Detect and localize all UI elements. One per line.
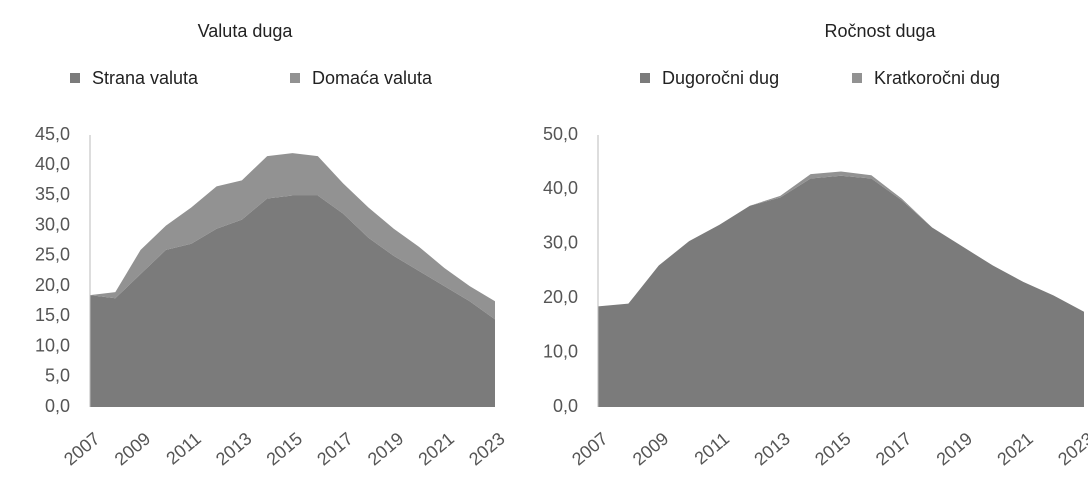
y-tick-label: 0,0 <box>553 396 578 416</box>
y-tick-label: 50,0 <box>543 124 578 144</box>
y-tick-label: 40,0 <box>35 154 70 174</box>
x-tick-label: 2017 <box>872 428 916 469</box>
x-tick-label: 2013 <box>750 428 794 469</box>
y-tick-label: 0,0 <box>45 396 70 416</box>
legend-swatch <box>852 73 862 83</box>
legend-label: Dugoročni dug <box>662 68 779 88</box>
legend-swatch <box>640 73 650 83</box>
x-tick-label: 2023 <box>1054 428 1088 469</box>
area <box>598 175 1084 407</box>
legend-swatch <box>70 73 80 83</box>
x-tick-label: 2009 <box>111 428 155 469</box>
area <box>90 153 495 320</box>
y-tick-label: 20,0 <box>35 275 70 295</box>
legend-label: Strana valuta <box>92 68 199 88</box>
x-tick-label: 2015 <box>263 428 307 469</box>
x-tick-label: 2007 <box>60 428 104 469</box>
y-tick-label: 20,0 <box>543 287 578 307</box>
x-tick-label: 2021 <box>414 428 458 469</box>
y-tick-label: 10,0 <box>35 335 70 355</box>
x-tick-label: 2017 <box>313 428 357 469</box>
x-tick-label: 2013 <box>212 428 256 469</box>
x-tick-label: 2015 <box>811 428 855 469</box>
legend-label: Kratkoročni dug <box>874 68 1000 88</box>
y-tick-label: 5,0 <box>45 366 70 386</box>
x-tick-label: 2009 <box>629 428 673 469</box>
y-tick-label: 30,0 <box>35 214 70 234</box>
y-tick-label: 35,0 <box>35 184 70 204</box>
y-tick-label: 25,0 <box>35 245 70 265</box>
y-tick-label: 40,0 <box>543 178 578 198</box>
area <box>90 195 495 407</box>
legend-label: Domaća valuta <box>312 68 433 88</box>
y-tick-label: 45,0 <box>35 124 70 144</box>
legend-swatch <box>290 73 300 83</box>
x-tick-label: 2011 <box>162 428 205 468</box>
x-tick-label: 2019 <box>364 428 408 469</box>
x-tick-label: 2021 <box>993 428 1037 469</box>
y-tick-label: 15,0 <box>35 305 70 325</box>
x-tick-label: 2011 <box>691 428 734 468</box>
chart-title: Valuta duga <box>198 21 294 41</box>
x-tick-label: 2023 <box>465 428 509 469</box>
chart-title: Ročnost duga <box>824 21 936 41</box>
y-tick-label: 10,0 <box>543 341 578 361</box>
x-tick-label: 2019 <box>933 428 977 469</box>
y-tick-label: 30,0 <box>543 233 578 253</box>
x-tick-label: 2007 <box>568 428 612 469</box>
